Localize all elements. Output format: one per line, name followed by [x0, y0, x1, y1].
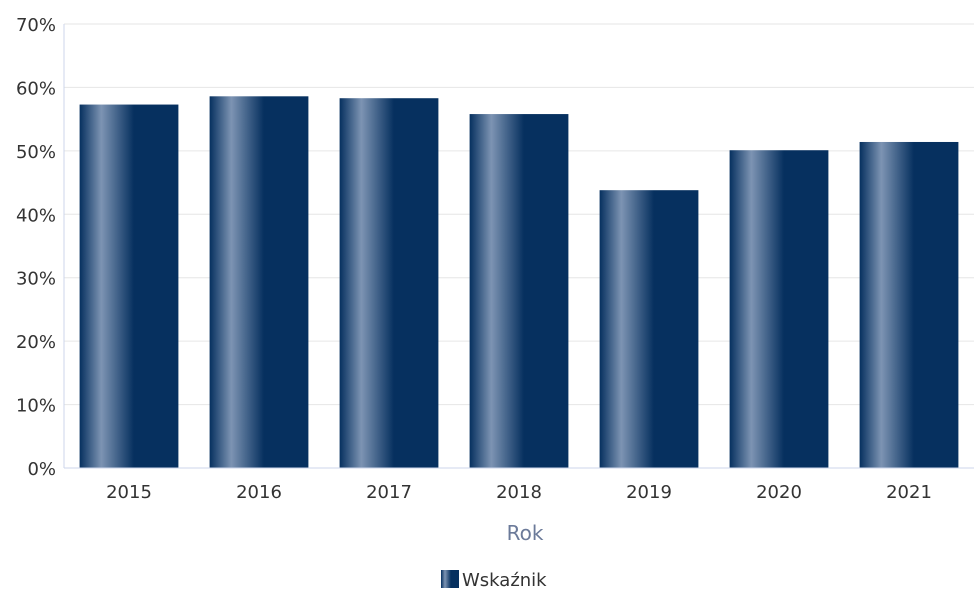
bar-2018[interactable] [469, 114, 569, 468]
x-tick-label: 2015 [106, 482, 152, 503]
x-tick-label: 2020 [756, 482, 802, 503]
y-tick-label: 40% [16, 205, 56, 226]
legend-label: Wskaźnik [462, 570, 547, 589]
x-tick-label: 2017 [366, 482, 412, 503]
bar-2021[interactable] [859, 141, 959, 468]
x-tick-label: 2021 [886, 482, 932, 503]
bar-2019[interactable] [599, 190, 699, 468]
y-tick-label: 50% [16, 142, 56, 163]
y-tick-label: 30% [16, 269, 56, 290]
bars [79, 96, 959, 469]
y-tick-label: 70% [16, 15, 56, 36]
y-tick-label: 20% [16, 332, 56, 353]
bar-2015[interactable] [79, 104, 179, 468]
x-tick-label: 2016 [236, 482, 282, 503]
legend[interactable]: Wskaźnik [441, 570, 547, 591]
bar-2016[interactable] [209, 96, 309, 469]
axes: 0% 10% 20% 30% 40% 50% 60% 70% 2015 2016 2017 2018 2… [16, 15, 974, 503]
bar-2017[interactable] [339, 98, 439, 468]
x-axis-title: Rok [507, 521, 544, 545]
y-tick-label: 10% [16, 396, 56, 417]
x-tick-label: 2019 [626, 482, 672, 503]
y-tick-label: 0% [27, 459, 56, 480]
bar-2020[interactable] [729, 150, 829, 469]
y-tick-label: 60% [16, 78, 56, 99]
x-tick-label: 2018 [496, 482, 542, 503]
legend-swatch [441, 570, 459, 588]
